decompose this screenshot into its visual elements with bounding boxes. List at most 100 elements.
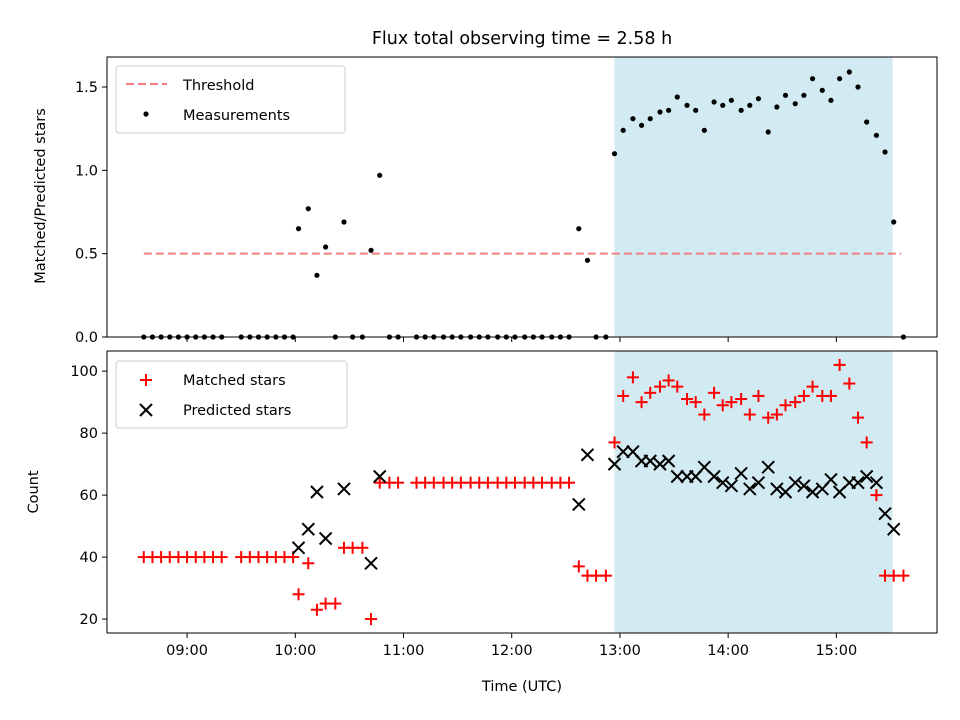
matched-star-point <box>735 393 748 406</box>
matched-star-point <box>833 358 846 371</box>
predicted-star-point <box>670 469 684 484</box>
predicted-star-point <box>372 469 387 484</box>
matched-star-point <box>743 408 756 421</box>
measurement-point <box>630 116 636 122</box>
matched-star-point <box>824 389 837 402</box>
matched-star-point <box>644 386 657 399</box>
count-axis-ticks: 20 40 60 80 100 09:00 10:00 11:00 12:00 13:00 14:0… <box>70 364 857 659</box>
predicted-star-point <box>661 454 676 468</box>
measurement-point <box>873 132 880 138</box>
predicted-star-point <box>878 506 892 521</box>
predicted-star-point <box>751 475 766 490</box>
matched-star-point <box>852 411 865 424</box>
predicted-star-point <box>887 522 901 536</box>
measurement-point <box>314 272 320 278</box>
matched-star-point <box>653 380 666 393</box>
predicted-star-point <box>607 457 622 471</box>
matched-star-point <box>662 374 675 387</box>
matched-star-point <box>365 613 378 626</box>
matched-star-point <box>779 399 792 412</box>
matched-star-point <box>725 396 738 409</box>
matched-star-point <box>806 380 819 393</box>
measurement-point <box>305 206 311 212</box>
predicted-star-point <box>805 485 820 499</box>
matched-star-point <box>563 476 576 489</box>
measurement-point <box>792 101 798 107</box>
predicted-star-point <box>707 469 721 484</box>
predicted-star-point <box>734 466 748 481</box>
measurement-point <box>341 219 347 225</box>
matched-star-point <box>752 389 765 402</box>
y-tick-label: 100 <box>70 364 98 380</box>
predicted-stars-points <box>291 445 901 570</box>
measurement-point <box>774 104 780 110</box>
measurement-point <box>882 149 888 155</box>
matched-star-point <box>310 603 323 616</box>
matched-star-point <box>572 560 585 573</box>
measurement-point <box>755 96 762 102</box>
x-tick-label: 12:00 <box>491 643 533 659</box>
matched-star-point <box>617 389 630 402</box>
measurement-point <box>720 102 726 108</box>
measurement-point <box>657 109 663 115</box>
measurement-point <box>701 127 707 133</box>
matched-star-point <box>392 476 405 489</box>
y-tick-label: 0.5 <box>75 247 98 263</box>
measurement-point <box>828 97 834 103</box>
x-tick-label: 15:00 <box>815 643 857 659</box>
x-axis-label: Time (UTC) <box>481 679 562 695</box>
measurement-point <box>368 247 374 253</box>
measurement-point <box>782 92 789 98</box>
matched-star-point <box>635 396 648 409</box>
matched-star-point <box>789 396 802 409</box>
measurement-point <box>864 119 870 125</box>
measurement-point <box>674 94 680 100</box>
measurement-point <box>620 127 626 133</box>
predicted-star-point <box>869 475 884 490</box>
predicted-star-point <box>643 454 657 468</box>
matched-legend-swatch <box>140 374 152 386</box>
x-tick-label: 09:00 <box>166 643 208 659</box>
x-tick-label: 13:00 <box>599 643 641 659</box>
matched-star-point <box>689 396 702 409</box>
measurements-legend-label: Measurements <box>183 108 290 124</box>
ratio-panel: 0.0 0.5 1.0 1.5 Matched/Predicted stars Thr… <box>33 56 938 346</box>
ratio-y-axis-label: Matched/Predicted stars <box>33 108 49 284</box>
ratio-axis-ticks: 0.0 0.5 1.0 1.5 <box>75 80 837 346</box>
predicted-star-point <box>859 469 874 484</box>
matched-star-point <box>770 408 783 421</box>
x-tick-label: 14:00 <box>707 643 749 659</box>
matched-star-point <box>797 389 810 402</box>
y-tick-label: 20 <box>80 612 98 628</box>
matched-star-point <box>215 551 228 564</box>
y-tick-label: 0.0 <box>75 330 98 346</box>
predicted-star-point <box>851 475 865 490</box>
predicted-star-point <box>616 445 630 459</box>
matched-star-point <box>599 569 612 582</box>
measurement-point <box>738 107 744 113</box>
predicted-star-point <box>761 460 775 474</box>
matched-star-point <box>671 380 684 393</box>
predicted-legend-label: Predicted stars <box>183 403 291 419</box>
matched-star-point <box>356 541 369 554</box>
ratio-plot-frame <box>106 56 938 338</box>
measurement-point <box>711 99 717 105</box>
predicted-star-point <box>301 522 315 536</box>
y-tick-label: 40 <box>80 550 98 566</box>
measurements-legend-swatch <box>143 111 149 117</box>
predicted-star-point <box>337 482 351 496</box>
predicted-star-point <box>797 479 811 493</box>
threshold-legend-label: Threshold <box>182 78 254 94</box>
predicted-star-point <box>788 475 802 490</box>
measurement-point <box>611 151 618 157</box>
measurement-point <box>819 87 825 93</box>
count-legend: Matched stars Predicted stars <box>115 360 348 429</box>
matched-star-point <box>843 377 856 390</box>
y-tick-label: 60 <box>80 488 98 504</box>
matched-star-point <box>681 393 694 406</box>
measurement-point <box>684 102 690 108</box>
matched-star-point <box>626 371 639 384</box>
measurement-point <box>377 172 383 178</box>
count-legend-box <box>115 360 348 429</box>
count-panel: 20 40 60 80 100 09:00 10:00 11:00 12:00 13:00 14:0… <box>26 350 938 695</box>
